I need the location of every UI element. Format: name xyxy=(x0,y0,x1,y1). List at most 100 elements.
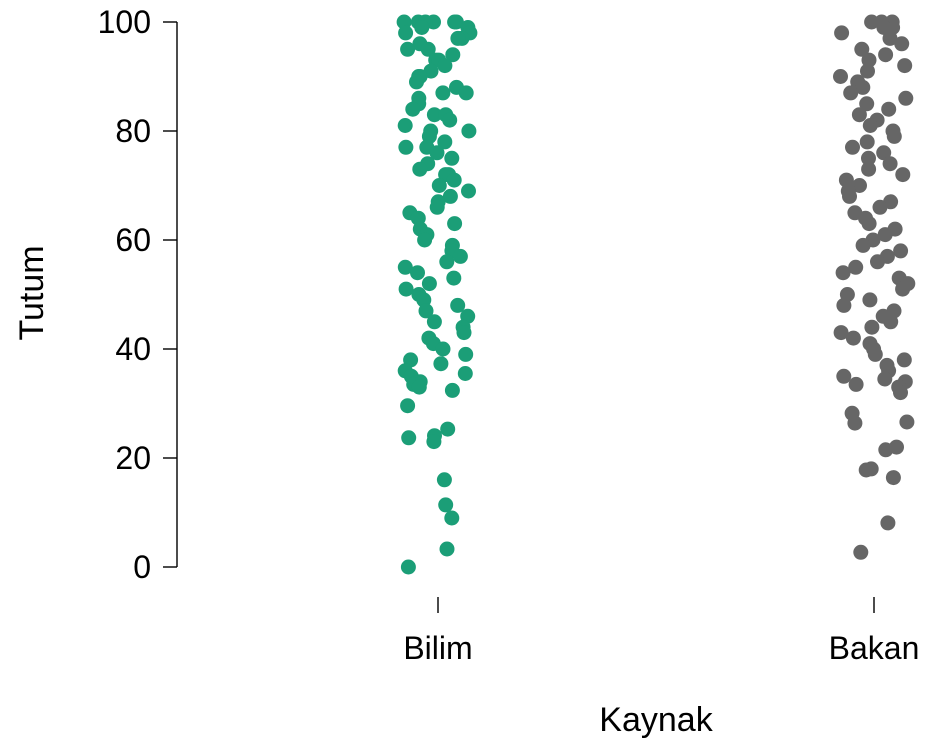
data-point-bilim xyxy=(429,199,445,215)
data-point-bakan xyxy=(861,52,877,68)
data-point-bilim xyxy=(461,123,477,139)
data-point-bilim xyxy=(411,379,427,395)
data-point-bilim xyxy=(400,398,416,414)
y-ticks: 0 20 40 60 80 100 xyxy=(98,4,177,585)
y-tick-label: 0 xyxy=(133,549,151,585)
y-tick-label: 20 xyxy=(115,440,151,476)
data-point-bakan xyxy=(877,227,893,243)
data-point-bilim xyxy=(426,107,442,123)
data-point-bakan xyxy=(862,292,878,308)
data-point-bilim xyxy=(461,183,476,199)
data-point-bakan xyxy=(854,41,870,57)
data-point-bakan xyxy=(886,128,902,144)
data-point-bilim xyxy=(398,25,414,41)
data-point-bilim xyxy=(439,541,455,557)
data-point-bilim xyxy=(417,232,433,248)
data-point-bilim xyxy=(412,161,428,177)
data-point-bilim xyxy=(452,248,468,264)
data-point-bakan xyxy=(848,259,864,275)
y-tick-label: 60 xyxy=(115,222,151,258)
x-axis-title: Kaynak xyxy=(599,701,713,739)
data-point-bakan xyxy=(876,145,892,161)
y-tick-label: 40 xyxy=(115,331,151,367)
data-point-bilim xyxy=(438,497,454,513)
data-point-bakan xyxy=(897,58,913,74)
data-point-bilim xyxy=(446,172,462,188)
data-point-bilim xyxy=(426,434,442,450)
data-point-bilim xyxy=(437,58,453,74)
data-points xyxy=(396,14,916,575)
data-point-bakan xyxy=(847,415,863,431)
data-point-bilim xyxy=(400,41,416,57)
data-point-bakan xyxy=(861,150,876,166)
data-point-bakan xyxy=(864,319,880,335)
data-point-bakan xyxy=(855,79,871,95)
data-point-bakan xyxy=(893,243,909,259)
data-point-bakan xyxy=(894,36,910,52)
data-point-bakan xyxy=(859,134,875,150)
data-point-bilim xyxy=(433,356,449,372)
data-point-bakan xyxy=(876,20,892,35)
data-point-bilim xyxy=(410,265,425,281)
data-point-bilim xyxy=(398,139,414,155)
data-point-bilim xyxy=(450,30,466,46)
data-point-bilim xyxy=(439,254,455,270)
data-point-bilim xyxy=(450,297,466,313)
data-point-bilim xyxy=(429,145,445,161)
data-point-bilim xyxy=(436,472,452,488)
data-point-bilim xyxy=(440,421,456,437)
data-point-bakan xyxy=(885,470,901,486)
data-point-bakan xyxy=(845,139,860,155)
data-point-bakan xyxy=(836,297,852,313)
x-axis: Bilim Bakan xyxy=(403,597,919,666)
data-point-bilim xyxy=(431,178,447,193)
data-point-bakan xyxy=(858,462,874,478)
data-point-bakan xyxy=(834,25,850,41)
data-point-bakan xyxy=(836,368,852,384)
data-point-bakan xyxy=(862,118,878,133)
data-point-bilim xyxy=(400,559,416,575)
data-point-bakan xyxy=(867,346,883,362)
data-point-bakan xyxy=(880,515,896,531)
data-point-bilim xyxy=(420,41,436,57)
data-point-bakan xyxy=(872,199,888,215)
data-point-bakan xyxy=(898,90,914,106)
y-tick-label: 80 xyxy=(115,113,151,149)
data-point-bakan xyxy=(835,265,851,281)
x-tick-label-bakan: Bakan xyxy=(829,630,920,666)
data-point-bilim xyxy=(397,259,413,275)
data-point-bakan xyxy=(861,216,877,232)
data-point-bilim xyxy=(444,382,460,398)
y-axis: 0 20 40 60 80 100 xyxy=(98,4,178,585)
data-point-bilim xyxy=(444,510,460,526)
data-point-bilim xyxy=(409,74,424,90)
data-point-bakan xyxy=(877,371,893,387)
data-point-bilim xyxy=(445,47,461,63)
data-point-bakan xyxy=(896,352,912,368)
y-tick-label: 100 xyxy=(98,4,151,40)
x-tick-label-bilim: Bilim xyxy=(403,630,472,666)
data-point-bilim xyxy=(426,314,442,330)
data-point-bakan xyxy=(895,281,911,297)
data-point-bilim xyxy=(435,341,451,357)
y-axis-title: Tutum xyxy=(13,245,51,340)
data-point-bilim xyxy=(456,325,472,341)
data-point-bilim xyxy=(458,346,474,362)
data-point-bakan xyxy=(833,69,848,84)
data-point-bilim xyxy=(398,281,414,297)
data-point-bakan xyxy=(859,96,875,112)
data-point-bakan xyxy=(843,85,859,101)
data-point-bakan xyxy=(870,254,885,270)
data-point-bakan xyxy=(881,101,897,117)
data-point-bilim xyxy=(435,85,451,101)
data-point-bilim xyxy=(458,85,474,101)
data-point-bilim xyxy=(418,303,434,319)
x-ticks: Bilim Bakan xyxy=(403,597,919,666)
data-point-bilim xyxy=(401,430,417,446)
data-point-bilim xyxy=(442,112,458,128)
data-point-bakan xyxy=(851,107,867,123)
data-point-bilim xyxy=(444,150,460,166)
data-point-bakan xyxy=(899,414,915,430)
data-point-bakan xyxy=(860,63,875,79)
